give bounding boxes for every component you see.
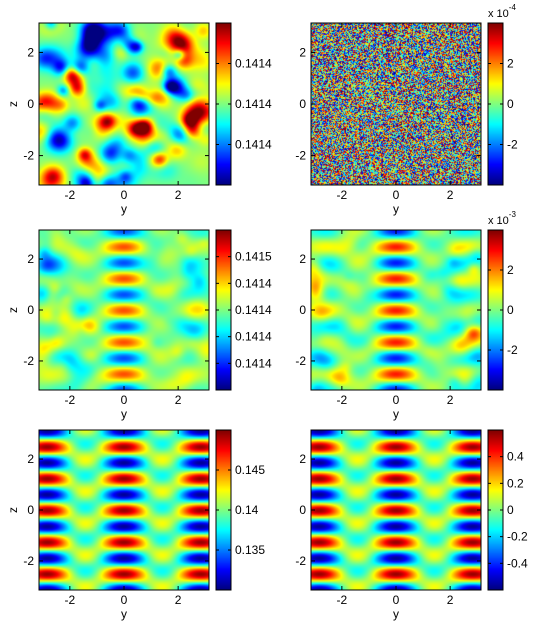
colorbar-gradient bbox=[488, 230, 503, 390]
colorbar-tick-label: 0.14 bbox=[235, 503, 259, 517]
colorbar-tick-label: 0.1414 bbox=[235, 356, 272, 370]
y-tick-label: 0 bbox=[299, 97, 306, 111]
y-tick-label: -2 bbox=[23, 354, 34, 368]
y-tick-label: 0 bbox=[299, 503, 306, 517]
colorbar-exponent: x 10-4 bbox=[488, 3, 516, 20]
panel-row1-right: -2 0 2 2 0 -2 y 2 0 -2 x 10-4 bbox=[295, 3, 518, 216]
x-tick-label: 2 bbox=[175, 188, 182, 202]
colorbar-tick-label: 0.135 bbox=[235, 543, 265, 557]
colorbar: 0.4 0.2 0 -0.2 -0.4 bbox=[487, 429, 528, 591]
heatmap-image bbox=[311, 430, 481, 590]
x-tick-label: -2 bbox=[337, 188, 348, 202]
x-axis-label: y bbox=[121, 202, 127, 216]
y-axis-label: z bbox=[6, 507, 20, 513]
colorbar-tick-label: 0.1415 bbox=[235, 250, 272, 264]
x-tick-label: 2 bbox=[447, 593, 454, 607]
colorbar-tick-label: 0.1414 bbox=[235, 303, 272, 317]
colorbar-tick-label: 0.4 bbox=[507, 450, 524, 464]
colorbar-tick-label: 2 bbox=[507, 57, 514, 71]
colorbar-tick-label: 0.145 bbox=[235, 463, 265, 477]
x-tick-label: 2 bbox=[175, 593, 182, 607]
colorbar-tick-label: 0 bbox=[507, 503, 514, 517]
y-tick-label: 0 bbox=[299, 303, 306, 317]
y-tick-label: 0 bbox=[27, 503, 34, 517]
x-axis-label: y bbox=[393, 202, 399, 216]
y-tick-label: 0 bbox=[27, 303, 34, 317]
colorbar-tick-label: 0.1414 bbox=[235, 138, 272, 152]
colorbar-gradient bbox=[488, 430, 503, 590]
y-tick-label: 2 bbox=[27, 452, 34, 466]
x-tick-label: 0 bbox=[393, 188, 400, 202]
heatmap-image bbox=[39, 23, 209, 185]
colorbar-tick-label: -2 bbox=[507, 343, 518, 357]
x-tick-label: -2 bbox=[65, 188, 76, 202]
x-tick-label: 2 bbox=[447, 393, 454, 407]
y-tick-label: 2 bbox=[27, 45, 34, 59]
colorbar-tick-label: 0.2 bbox=[507, 476, 524, 490]
y-tick-label: 2 bbox=[27, 252, 34, 266]
y-axis-label: z bbox=[6, 307, 20, 313]
panel-row2-right: -2 0 2 2 0 -2 y 2 0 -2 x 10-3 bbox=[295, 210, 518, 421]
colorbar-tick-label: 0.1414 bbox=[235, 276, 272, 290]
colorbar: 2 0 -2 x 10-3 bbox=[487, 210, 518, 391]
y-tick-label: -2 bbox=[295, 354, 306, 368]
x-tick-label: 0 bbox=[121, 593, 128, 607]
x-tick-label: 0 bbox=[393, 393, 400, 407]
colorbar-gradient bbox=[216, 23, 231, 185]
x-tick-label: -2 bbox=[65, 393, 76, 407]
y-axis-label: z bbox=[6, 101, 20, 107]
panel-row1-left: -2 0 2 2 0 -2 y z 0.1414 0.1414 0.1414 bbox=[6, 22, 272, 216]
y-tick-label: 2 bbox=[299, 45, 306, 59]
colorbar-gradient bbox=[216, 430, 231, 590]
x-tick-label: 0 bbox=[121, 393, 128, 407]
colorbar-tick-label: -0.2 bbox=[507, 530, 528, 544]
x-tick-label: -2 bbox=[337, 393, 348, 407]
heatmap-image bbox=[39, 230, 209, 390]
panel-row3-right: -2 0 2 2 0 -2 y 0.4 0.2 0 -0.2 -0.4 bbox=[295, 429, 528, 621]
y-tick-label: 2 bbox=[299, 452, 306, 466]
x-tick-label: 0 bbox=[121, 188, 128, 202]
x-tick-label: -2 bbox=[65, 593, 76, 607]
y-tick-label: -2 bbox=[23, 554, 34, 568]
x-axis-label: y bbox=[121, 607, 127, 621]
x-axis-label: y bbox=[121, 407, 127, 421]
heatmap-image bbox=[39, 430, 209, 590]
x-tick-label: 2 bbox=[447, 188, 454, 202]
colorbar-tick-label: -0.4 bbox=[507, 556, 528, 570]
colorbar: 0.1414 0.1414 0.1414 bbox=[215, 22, 272, 186]
colorbar-tick-label: 0.1414 bbox=[235, 97, 272, 111]
colorbar: 0.1415 0.1414 0.1414 0.1414 0.1414 bbox=[215, 229, 272, 391]
colorbar-tick-label: 0 bbox=[507, 303, 514, 317]
colorbar: 2 0 -2 x 10-4 bbox=[487, 3, 518, 186]
colorbar-gradient bbox=[488, 23, 503, 185]
y-tick-label: -2 bbox=[295, 554, 306, 568]
heatmap-image bbox=[311, 23, 481, 185]
panel-row2-left: -2 0 2 2 0 -2 y z 0.1415 0.1414 0.1414 0.1414 0.1414 bbox=[6, 229, 272, 421]
y-tick-label: 2 bbox=[299, 252, 306, 266]
x-tick-label: -2 bbox=[337, 593, 348, 607]
y-tick-label: -2 bbox=[23, 149, 34, 163]
x-axis-label: y bbox=[393, 607, 399, 621]
colorbar-tick-label: 0.1414 bbox=[235, 330, 272, 344]
x-axis-label: y bbox=[393, 407, 399, 421]
colorbar-exponent: x 10-3 bbox=[488, 210, 516, 227]
colorbar-tick-label: 0.1414 bbox=[235, 57, 272, 71]
colorbar-tick-label: -2 bbox=[507, 138, 518, 152]
x-tick-label: 0 bbox=[393, 593, 400, 607]
panel-row3-left: -2 0 2 2 0 -2 y z 0.145 0.14 0.135 bbox=[6, 429, 265, 621]
heatmap-image bbox=[311, 230, 481, 390]
colorbar-tick-label: 2 bbox=[507, 263, 514, 277]
x-tick-label: 2 bbox=[175, 393, 182, 407]
colorbar-tick-label: 0 bbox=[507, 97, 514, 111]
y-tick-label: 0 bbox=[27, 97, 34, 111]
y-tick-label: -2 bbox=[295, 149, 306, 163]
colorbar-gradient bbox=[216, 230, 231, 390]
colorbar: 0.145 0.14 0.135 bbox=[215, 429, 265, 591]
